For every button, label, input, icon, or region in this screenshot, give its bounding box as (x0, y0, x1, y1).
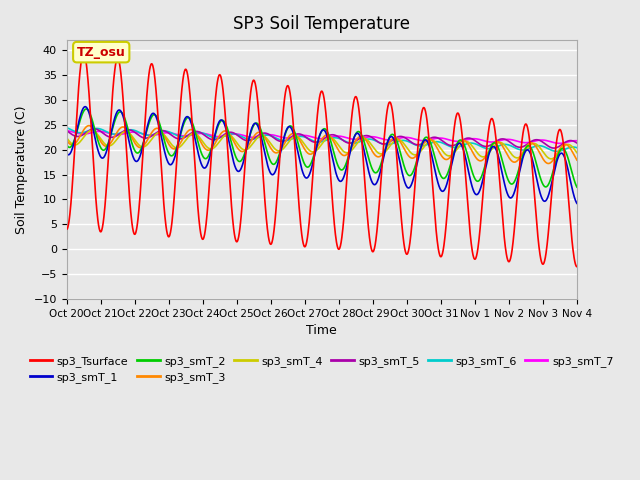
sp3_smT_5 (234, 132, 241, 138)
Y-axis label: Soil Temperature (C): Soil Temperature (C) (15, 105, 28, 234)
sp3_smT_4 (401, 142, 409, 148)
sp3_smT_4 (547, 156, 555, 162)
sp3_Tsurface (468, 243, 476, 249)
sp3_smT_4 (513, 155, 520, 161)
sp3_Tsurface (573, 264, 580, 270)
X-axis label: Time: Time (307, 324, 337, 337)
sp3_smT_3 (85, 123, 93, 129)
sp3_smT_5 (513, 144, 520, 149)
sp3_smT_5 (177, 136, 184, 142)
sp3_Tsurface (513, 199, 520, 205)
sp3_Tsurface (80, 50, 88, 56)
sp3_smT_3 (545, 161, 552, 167)
sp3_smT_1 (81, 104, 89, 109)
Line: sp3_Tsurface: sp3_Tsurface (67, 53, 577, 267)
sp3_smT_5 (164, 130, 172, 135)
sp3_smT_3 (513, 158, 520, 164)
sp3_smT_5 (573, 140, 580, 146)
sp3_smT_6 (513, 145, 520, 151)
sp3_smT_6 (401, 138, 408, 144)
sp3_smT_2 (234, 157, 241, 163)
sp3_smT_5 (401, 135, 409, 141)
sp3_smT_1 (573, 201, 580, 206)
Line: sp3_smT_2: sp3_smT_2 (67, 109, 577, 187)
sp3_smT_4 (63, 135, 70, 141)
sp3_smT_3 (234, 145, 241, 151)
sp3_Tsurface (164, 233, 172, 239)
sp3_smT_6 (573, 145, 580, 151)
sp3_smT_4 (468, 143, 476, 148)
sp3_smT_6 (234, 132, 241, 137)
sp3_smT_1 (234, 168, 241, 174)
sp3_smT_7 (63, 128, 70, 133)
sp3_smT_3 (573, 157, 580, 163)
sp3_smT_7 (513, 138, 520, 144)
sp3_smT_1 (177, 131, 184, 136)
sp3_smT_3 (177, 140, 184, 146)
sp3_smT_1 (63, 151, 70, 156)
Line: sp3_smT_3: sp3_smT_3 (67, 126, 577, 164)
sp3_smT_2 (177, 132, 184, 137)
sp3_smT_2 (83, 106, 90, 112)
sp3_smT_7 (573, 138, 580, 144)
Text: TZ_osu: TZ_osu (77, 46, 125, 59)
sp3_smT_7 (176, 132, 184, 138)
Line: sp3_smT_7: sp3_smT_7 (67, 131, 577, 144)
Line: sp3_smT_6: sp3_smT_6 (67, 128, 577, 151)
sp3_smT_2 (401, 166, 409, 171)
sp3_smT_5 (90, 126, 98, 132)
sp3_smT_1 (401, 180, 409, 185)
sp3_smT_2 (573, 184, 580, 190)
sp3_smT_3 (164, 140, 172, 146)
Line: sp3_smT_5: sp3_smT_5 (67, 129, 577, 148)
sp3_smT_2 (164, 149, 172, 155)
sp3_smT_7 (467, 136, 475, 142)
sp3_smT_4 (177, 144, 184, 149)
sp3_smT_6 (176, 133, 184, 139)
sp3_smT_2 (468, 167, 476, 173)
sp3_smT_7 (401, 134, 408, 140)
sp3_smT_1 (164, 159, 172, 165)
sp3_smT_7 (234, 131, 241, 137)
sp3_Tsurface (177, 102, 184, 108)
Title: SP3 Soil Temperature: SP3 Soil Temperature (233, 15, 410, 33)
sp3_smT_2 (513, 174, 520, 180)
sp3_smT_5 (468, 136, 476, 142)
sp3_smT_4 (573, 150, 580, 156)
Line: sp3_smT_4: sp3_smT_4 (67, 131, 577, 159)
sp3_smT_7 (556, 141, 563, 146)
sp3_smT_5 (550, 145, 557, 151)
sp3_smT_4 (234, 141, 241, 147)
sp3_smT_6 (553, 148, 561, 154)
sp3_smT_1 (468, 182, 476, 188)
Line: sp3_smT_1: sp3_smT_1 (67, 107, 577, 204)
sp3_smT_6 (63, 125, 70, 131)
sp3_smT_5 (63, 128, 70, 133)
sp3_smT_6 (164, 129, 172, 134)
sp3_Tsurface (63, 227, 70, 232)
sp3_smT_3 (401, 147, 409, 153)
sp3_smT_1 (513, 181, 520, 187)
sp3_smT_4 (164, 137, 172, 143)
sp3_Tsurface (401, 247, 409, 252)
sp3_smT_6 (467, 140, 475, 146)
sp3_smT_4 (88, 128, 95, 133)
sp3_smT_3 (63, 137, 70, 143)
sp3_smT_2 (63, 142, 70, 148)
sp3_smT_7 (164, 130, 172, 135)
Legend: sp3_Tsurface, sp3_smT_1, sp3_smT_2, sp3_smT_3, sp3_smT_4, sp3_smT_5, sp3_smT_6, : sp3_Tsurface, sp3_smT_1, sp3_smT_2, sp3_… (26, 351, 618, 387)
sp3_Tsurface (234, 238, 241, 244)
sp3_smT_3 (468, 147, 476, 153)
